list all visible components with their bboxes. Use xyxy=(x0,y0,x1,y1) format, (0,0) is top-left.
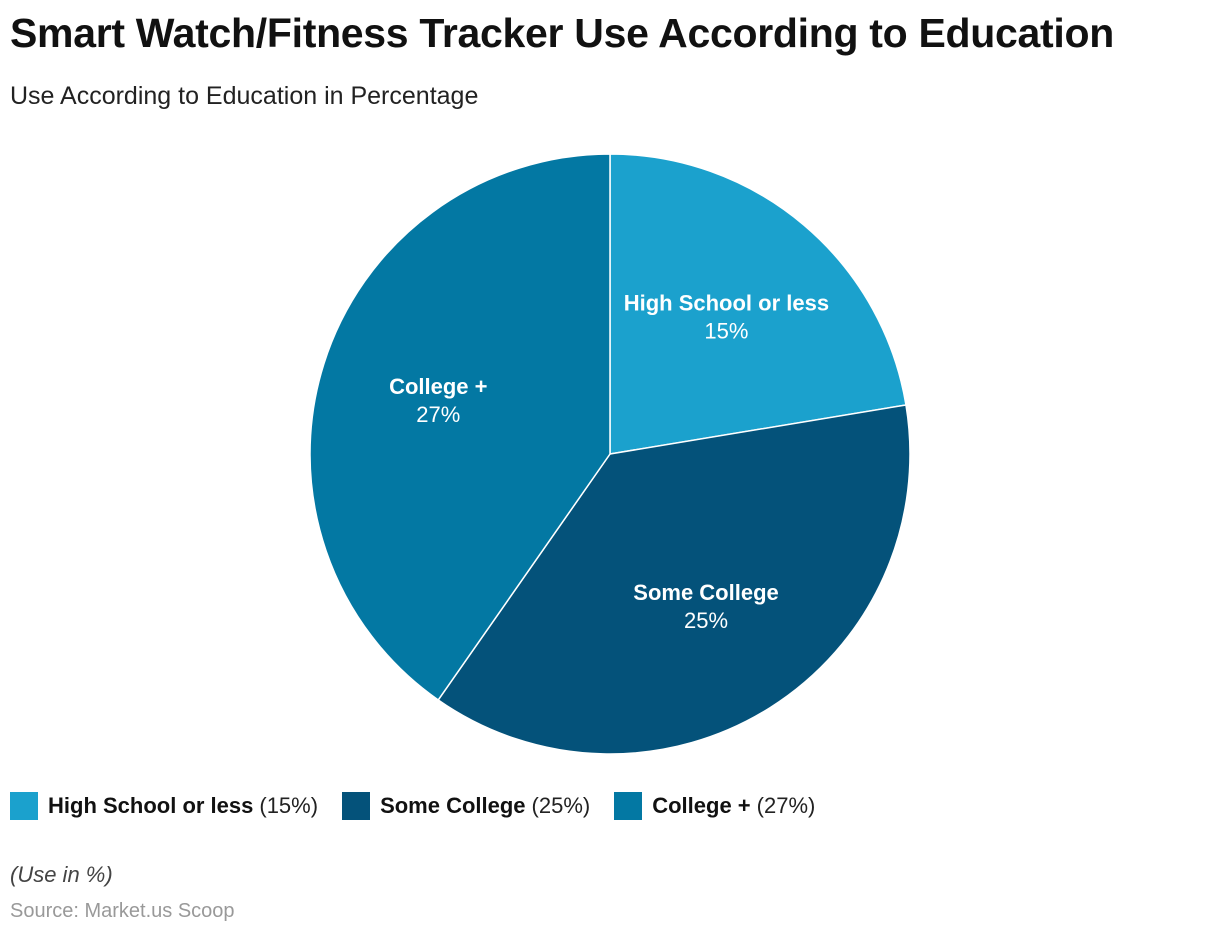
legend-value: (25%) xyxy=(531,793,591,818)
legend-label: High School or less xyxy=(48,793,254,818)
legend-swatch xyxy=(614,792,643,820)
pie-slice-high-school xyxy=(609,153,907,455)
pie-labels: High School or less 15% Some College 25% Col… xyxy=(389,291,829,634)
pie-slices xyxy=(309,153,911,755)
slice-label-high-school: High School or less 15% xyxy=(624,291,829,344)
slice-label-some-college: Some College 25% xyxy=(633,580,778,633)
slice-label-name: Some College xyxy=(633,580,778,605)
pie-slice-college-plus xyxy=(309,153,611,702)
chart-title: Smart Watch/Fitness Tracker Use Accordin… xyxy=(10,10,1114,56)
legend-item-high-school: High School or less (15%) xyxy=(10,792,318,820)
legend-value: (15%) xyxy=(259,793,319,818)
slice-label-value: 27% xyxy=(416,402,460,427)
legend-swatch xyxy=(10,792,38,820)
legend-value: (27%) xyxy=(756,793,816,818)
legend-swatch xyxy=(342,792,371,820)
legend-item-college-plus: College + (27%) xyxy=(614,792,815,820)
unit-note: (Use in %) xyxy=(10,862,113,887)
slice-label-value: 15% xyxy=(704,319,748,344)
legend: High School or less (15%) Some College (… xyxy=(10,792,815,820)
pie-slice-some-college xyxy=(437,404,911,755)
legend-label: College + xyxy=(652,793,751,818)
pie-chart: High School or less 15% Some College 25% Col… xyxy=(309,153,911,755)
chart-subtitle: Use According to Education in Percentage xyxy=(10,82,479,110)
slice-label-value: 25% xyxy=(684,608,728,633)
legend-item-some-college: Some College (25%) xyxy=(342,792,590,820)
slice-label-college-plus: College + 27% xyxy=(389,374,487,427)
source-credit: Source: Market.us Scoop xyxy=(10,900,235,922)
legend-label: Some College xyxy=(380,793,526,818)
slice-label-name: College + xyxy=(389,374,487,399)
slice-label-name: High School or less xyxy=(624,291,829,316)
